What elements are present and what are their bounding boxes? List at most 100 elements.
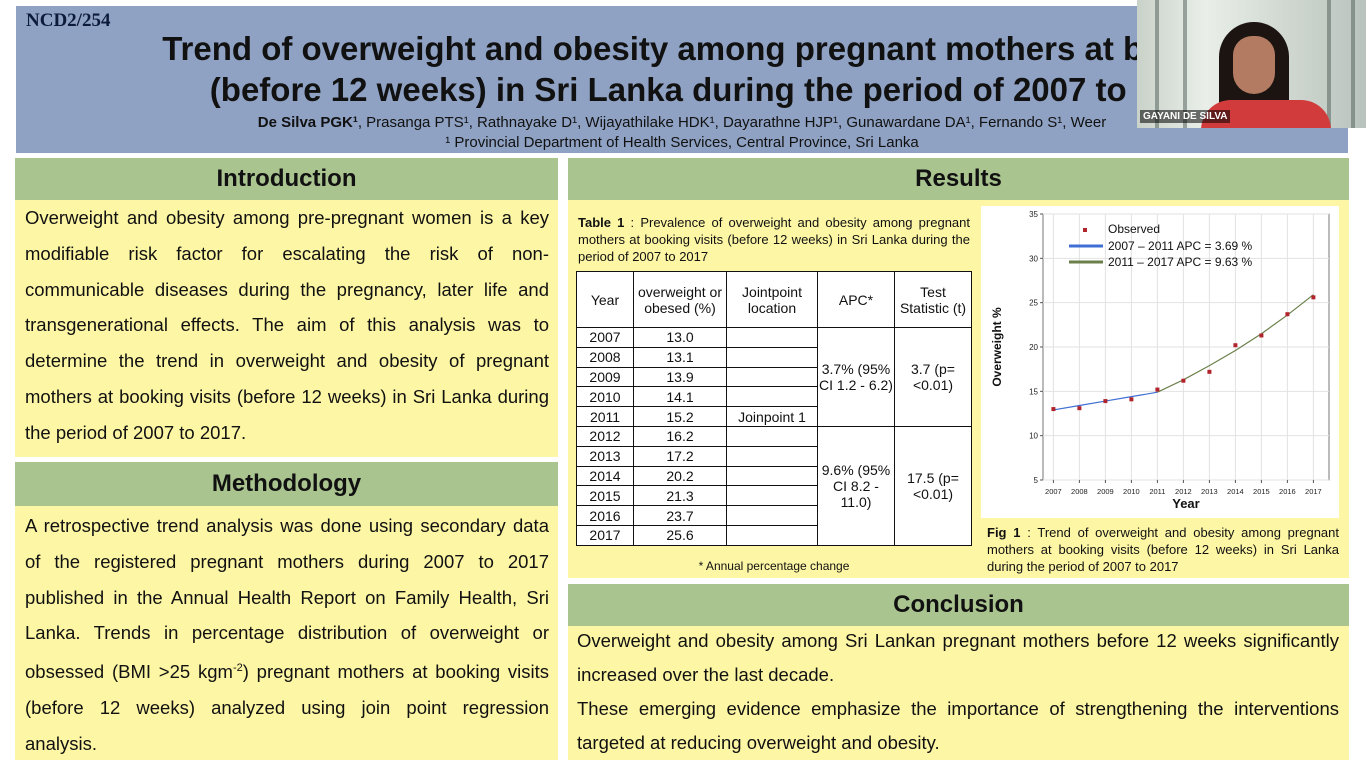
background-bar [1183,0,1187,128]
y-tick-label: 5 [1034,476,1039,485]
x-tick-label: 2010 [1123,487,1140,496]
col-header-year: Year [576,271,634,328]
x-tick-label: 2008 [1071,487,1088,496]
cell-jointpoint [726,366,818,388]
observed-point [1259,333,1264,338]
cell-year: 2011 [576,406,634,427]
col-header-jointpoint: Jointpoint location [726,271,818,328]
observed-point [1285,312,1290,317]
observed-point [1311,295,1316,300]
background-bar [1155,0,1159,128]
trend-chart: 5 10 15 20 25 30 35 2007 2008 2009 2010 2011 2012 201… [981,206,1339,518]
methodology-text-b: ) pregnant mothers at booking visits (be… [25,661,549,754]
table-row: 2010 14.1 [576,386,972,408]
methodology-heading: Methodology [15,462,558,506]
observed-point [1233,343,1238,348]
x-tick-label: 2014 [1227,487,1244,496]
prevalence-table: Year overweight or obesed (%) Jointpoint… [576,271,972,546]
cell-year: 2008 [576,346,634,368]
webcam-video-tile[interactable]: GAYANI DE SILVA [1137,0,1366,128]
background-bar [1351,0,1355,128]
conclusion-text-1: Overweight and obesity among Sri Lankan … [577,630,1339,685]
col-header-percent: overweight or obesed (%) [633,271,727,328]
cell-jointpoint [726,505,818,526]
cell-jointpoint [726,327,818,348]
x-tick-label: 2009 [1097,487,1114,496]
methodology-superscript: -2 [232,662,243,675]
cell-year: 2013 [576,445,634,467]
cell-apc: 3.7% (95% CI 1.2 - 6.2) [817,327,895,427]
results-heading: Results [568,158,1349,200]
x-tick-label: 2017 [1305,487,1322,496]
table-row: 2015 21.3 [576,485,972,507]
x-tick-label: 2013 [1201,487,1218,496]
y-tick-label: 30 [1029,254,1038,263]
cell-year: 2014 [576,465,634,487]
cell-jointpoint [726,386,818,408]
affiliation: ¹ Provincial Department of Health Servic… [445,134,919,151]
y-tick-label: 25 [1029,299,1038,308]
y-tick-label: 20 [1029,343,1038,352]
legend-label-observed: Observed [1108,222,1160,236]
methodology-text: A retrospective trend analysis was done … [25,508,549,762]
cell-jointpoint: Joinpoint 1 [726,406,818,427]
cell-jointpoint [726,465,818,487]
cell-apc: 9.6% (95% CI 8.2 - 11.0) [817,425,895,546]
observed-point [1051,407,1056,412]
introduction-text: Overweight and obesity among pre-pregnan… [25,207,549,443]
cell-jointpoint [726,524,818,546]
x-tick-label: 2015 [1253,487,1270,496]
author-list: De Silva PGK¹, Prasanga PTS¹, Rathnayake… [16,114,1348,131]
cell-jointpoint [726,445,818,467]
participant-name-label: GAYANI DE SILVA [1140,110,1231,123]
legend-label-segment-1: 2007 – 2011 APC = 3.69 % [1108,239,1253,253]
cell-jointpoint [726,425,818,447]
figure-caption: Fig 1 : Trend of overweight and obesity … [987,524,1339,575]
table-row: 2009 13.9 [576,366,972,388]
conclusion-text-2: These emerging evidence emphasize the im… [577,698,1339,753]
cell-test-statistic: 17.5 (p= <0.01) [894,425,972,546]
table-caption: Table 1 : Prevalence of overweight and o… [578,214,970,265]
observed-point [1077,406,1082,411]
introduction-heading: Introduction [15,158,558,200]
figure-caption-text: : Trend of overweight and obesity among … [987,525,1339,574]
x-tick-label: 2016 [1279,487,1296,496]
x-tick-label: 2012 [1175,487,1192,496]
y-axis-label: Overweight % [990,307,1004,387]
table-row: 2017 25.6 [576,524,972,546]
poster-id: NCD2/254 [26,10,111,31]
cell-percent: 17.2 [633,445,727,467]
observed-point [1155,387,1160,392]
cell-percent: 13.9 [633,366,727,388]
presenter-face [1233,36,1275,94]
cell-year: 2009 [576,366,634,388]
x-tick-label: 2011 [1149,487,1165,496]
first-author: De Silva PGK¹ [257,114,358,131]
cell-percent: 15.2 [633,406,727,427]
observed-point [1181,378,1186,383]
y-tick-label: 35 [1029,210,1038,219]
cell-jointpoint [726,346,818,368]
figure-caption-label: Fig 1 [987,525,1021,540]
table-row: 2013 17.2 [576,445,972,467]
cell-year: 2010 [576,386,634,408]
cell-percent: 25.6 [633,524,727,546]
title-line-1: Trend of overweight and obesity among pr… [162,30,1202,67]
y-tick-label: 10 [1029,432,1038,441]
observed-point [1207,369,1212,374]
cell-year: 2016 [576,505,634,526]
col-header-test-statistic: Test Statistic (t) [894,271,972,328]
cell-year: 2012 [576,425,634,447]
cell-test-statistic: 3.7 (p= <0.01) [894,327,972,427]
cell-year: 2017 [576,524,634,546]
table-caption-label: Table 1 [578,215,625,230]
cell-percent: 13.0 [633,327,727,348]
x-axis-label: Year [1172,496,1199,511]
cell-percent: 14.1 [633,386,727,408]
cell-percent: 23.7 [633,505,727,526]
cell-percent: 21.3 [633,485,727,507]
cell-year: 2007 [576,327,634,348]
title-line-2: (before 12 weeks) in Sri Lanka during th… [209,71,1155,108]
poster-header: NCD2/254 Trend of overweight and obesity… [16,6,1348,153]
background-bar [1327,0,1331,128]
